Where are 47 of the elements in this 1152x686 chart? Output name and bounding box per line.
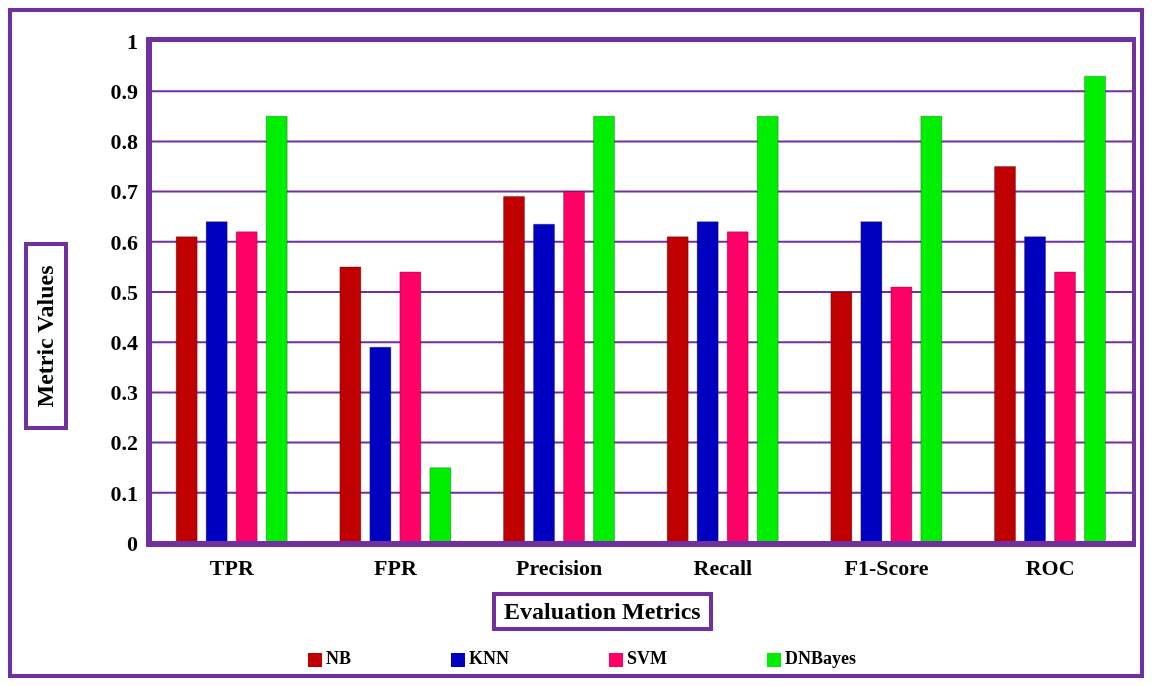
x-tick-label: Recall (693, 554, 753, 580)
bar (830, 291, 853, 543)
bar (339, 266, 362, 543)
y-tick-label: 0.6 (110, 229, 138, 255)
legend-label: SVM (627, 648, 667, 668)
bar (920, 115, 943, 543)
y-tick-label: 0.2 (110, 430, 138, 456)
legend-label: KNN (469, 648, 509, 668)
bar (235, 231, 258, 543)
bar (1054, 271, 1077, 543)
bar (399, 271, 422, 543)
bar (533, 223, 556, 543)
legend-label: DNBayes (785, 648, 856, 668)
x-tick-label: FPR (374, 554, 418, 580)
bar (860, 221, 883, 543)
bar (726, 231, 749, 543)
y-tick-label: 0 (127, 530, 138, 556)
bar (205, 221, 228, 543)
bar (890, 286, 913, 543)
bar (175, 236, 198, 543)
y-axis-title: Metric Values (32, 265, 60, 407)
y-tick-label: 0.3 (110, 380, 138, 406)
y-tick-label: 0.7 (110, 179, 138, 205)
y-tick-label: 0.8 (110, 129, 138, 155)
bar (265, 115, 288, 543)
bar (756, 115, 779, 543)
x-tick-label: Precision (515, 554, 603, 580)
bar (1024, 236, 1047, 543)
y-tick-label: 0.1 (110, 480, 138, 506)
x-axis-title: Evaluation Metrics (492, 592, 713, 631)
x-tick-label: ROC (1025, 554, 1075, 580)
y-tick-label: 1 (127, 28, 138, 54)
y-tick-label: 0.9 (110, 79, 138, 105)
legend-label: NB (325, 648, 351, 668)
bar (593, 115, 616, 543)
bar (696, 221, 719, 543)
bar (666, 236, 689, 543)
bar (369, 346, 392, 543)
bar (503, 196, 526, 543)
bar (429, 467, 452, 543)
bar (994, 166, 1017, 543)
bar (563, 191, 586, 543)
y-tick-label: 0.4 (110, 330, 138, 356)
x-tick-label: TPR (209, 554, 255, 580)
x-tick-label: F1-Score (844, 554, 929, 580)
bar (1084, 75, 1107, 543)
y-tick-label: 0.5 (110, 279, 138, 305)
